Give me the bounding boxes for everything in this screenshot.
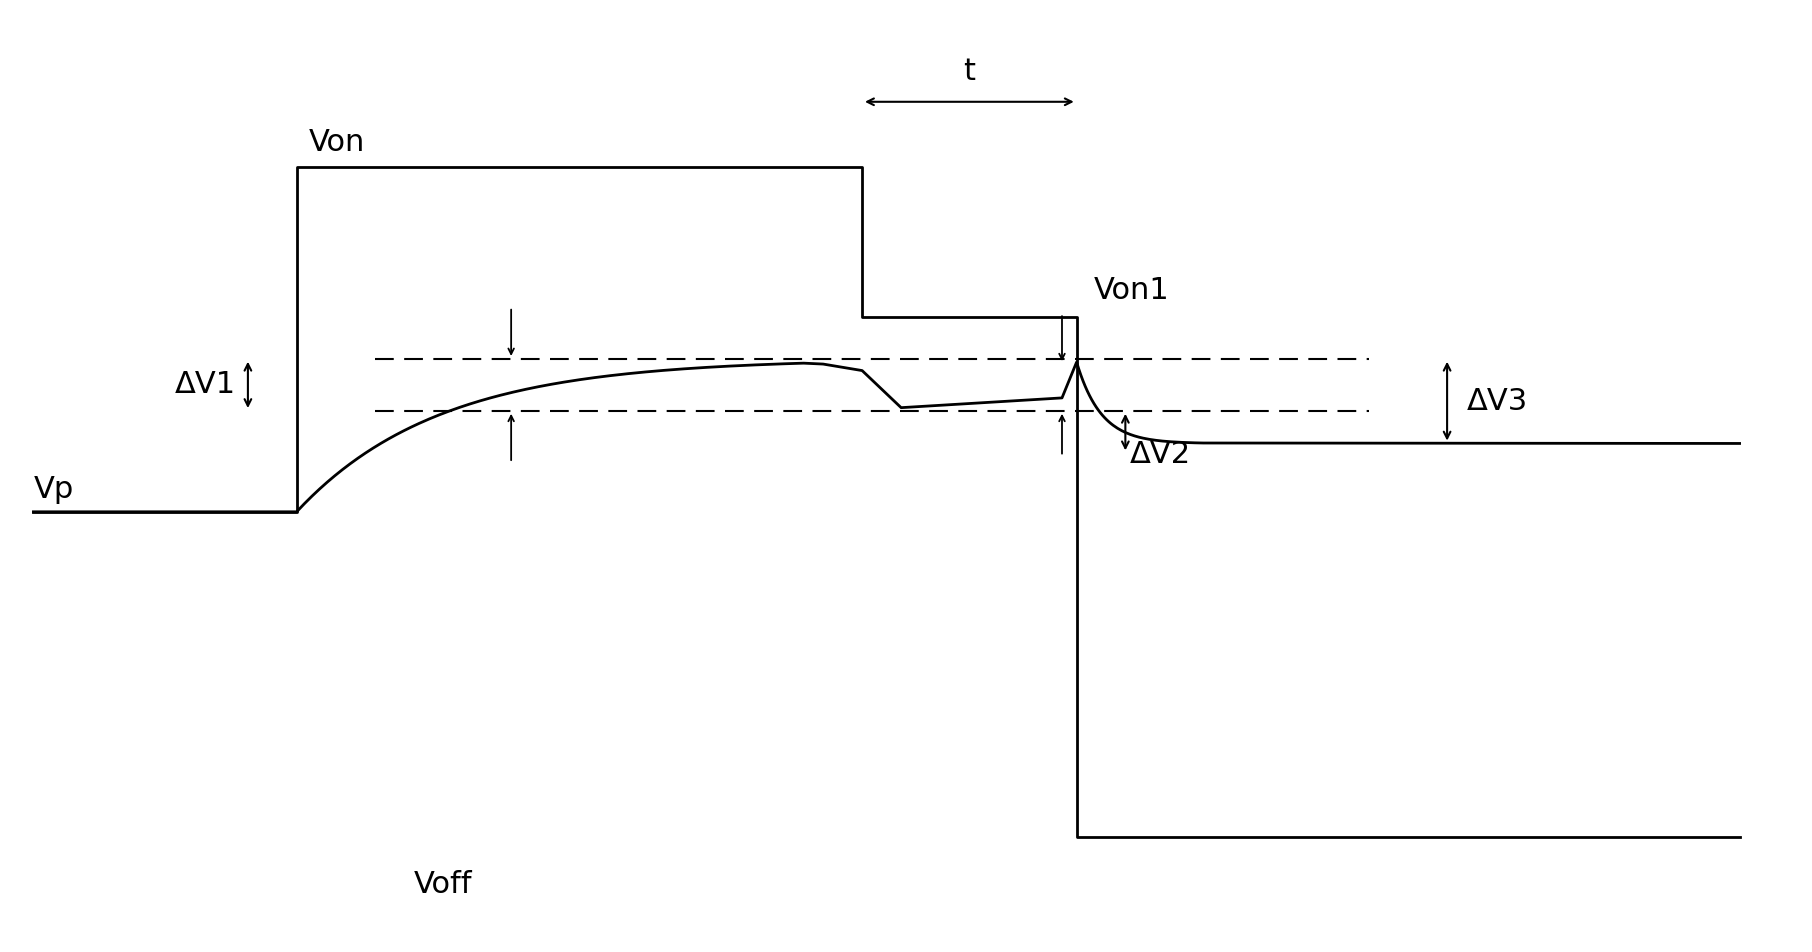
- Text: ΔV2: ΔV2: [1131, 440, 1190, 469]
- Text: Voff: Voff: [413, 870, 473, 899]
- Text: ΔV3: ΔV3: [1466, 387, 1528, 416]
- Text: t: t: [964, 56, 975, 86]
- Text: ΔV1: ΔV1: [176, 370, 236, 400]
- Text: Vp: Vp: [33, 475, 74, 504]
- Text: Von: Von: [308, 129, 364, 157]
- Text: Von1: Von1: [1094, 276, 1171, 305]
